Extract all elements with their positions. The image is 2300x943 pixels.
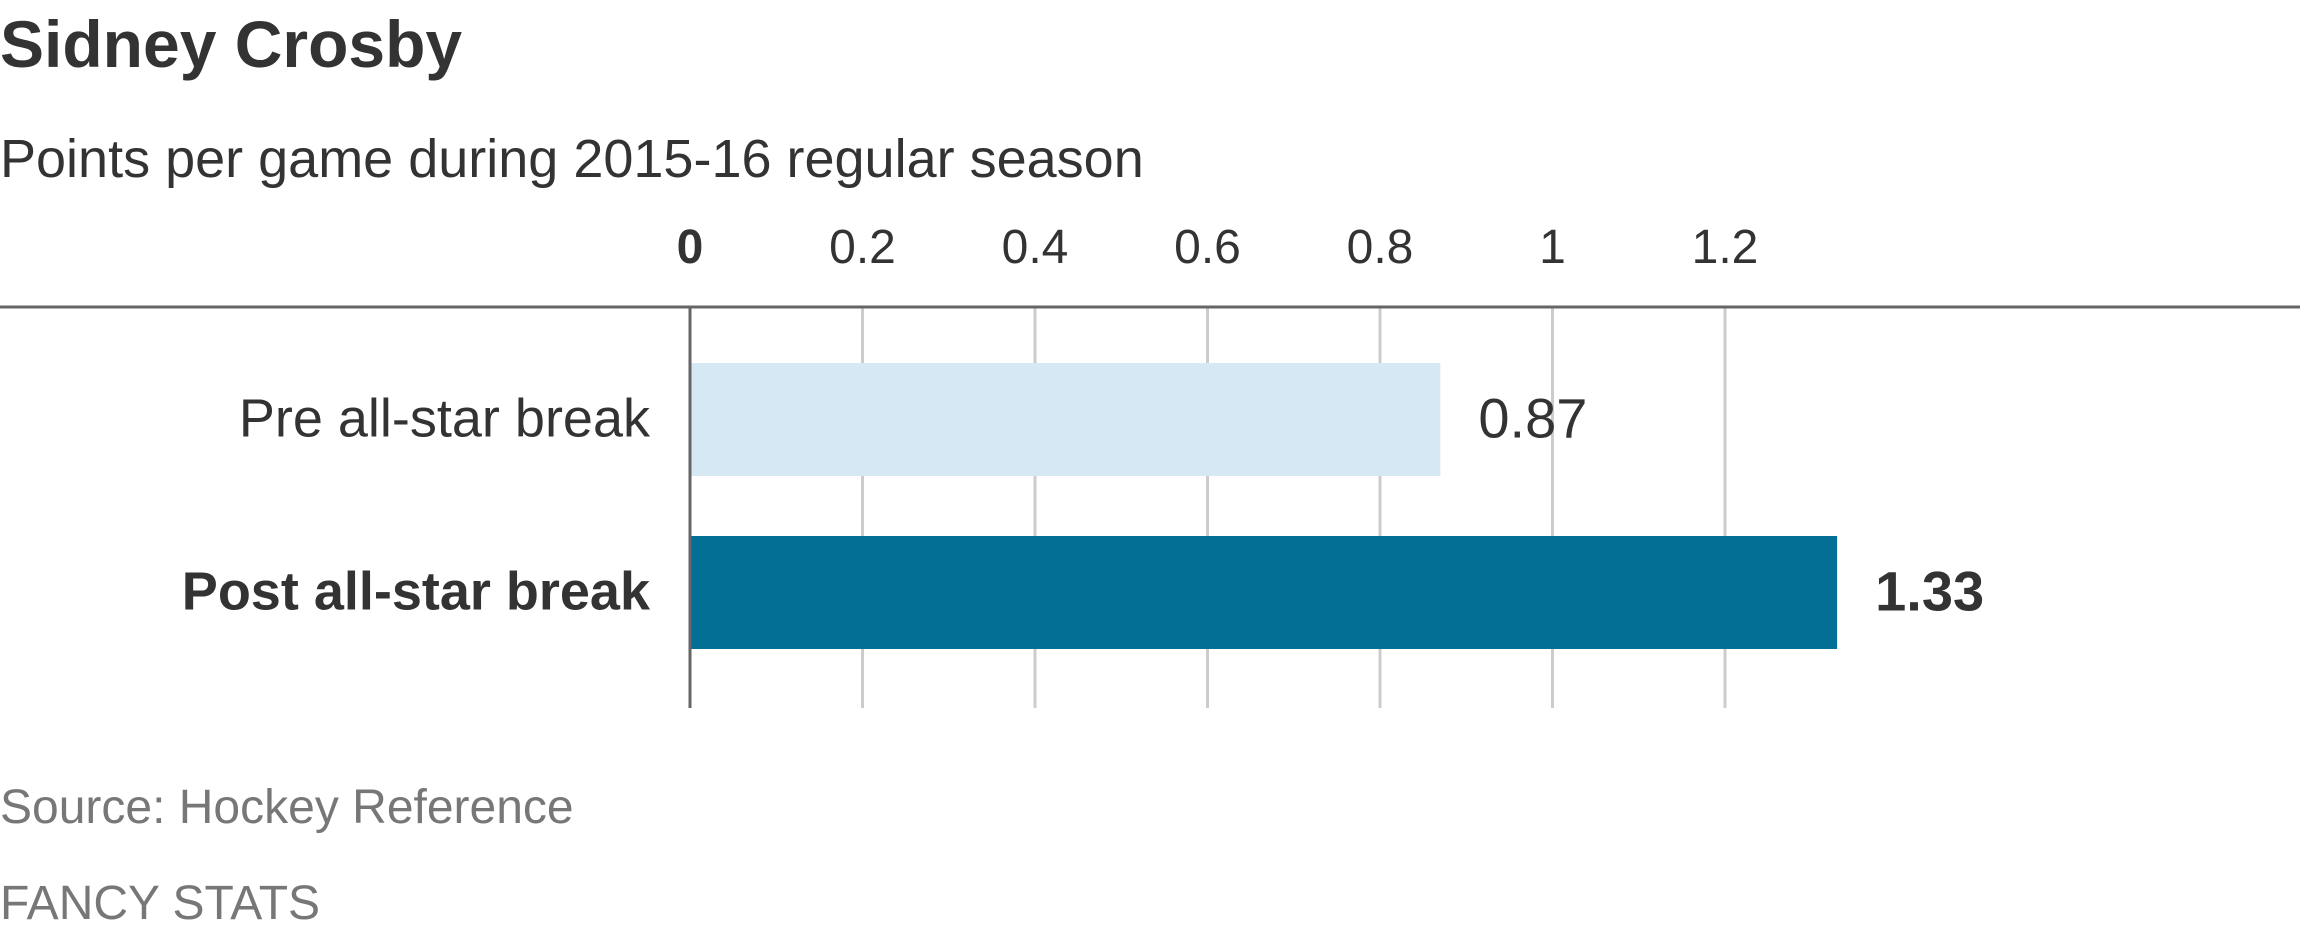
bar: [690, 363, 1441, 476]
chart-subtitle: Points per game during 2015-16 regular s…: [0, 129, 1144, 189]
category-label: Pre all-star break: [239, 389, 651, 449]
bar-chart: 0 0.2 0.4 0.6 0.8 1 1.2 Pre all-star break 0.87 P…: [0, 221, 2300, 708]
chart-title: Sidney Crosby: [0, 7, 463, 81]
bar: [690, 536, 1838, 649]
tick-label: 1: [1539, 221, 1566, 274]
tick-label: 0.6: [1174, 221, 1241, 274]
value-label: 1.33: [1875, 560, 1984, 623]
tick-label: 0: [677, 221, 704, 274]
source-note: Source: Hockey Reference: [0, 781, 574, 834]
tick-label: 1.2: [1692, 221, 1759, 274]
tick-label: 0.4: [1002, 221, 1069, 274]
tick-label: 0.2: [829, 221, 896, 274]
category-label: Post all-star break: [182, 562, 651, 622]
series-kicker: FANCY STATS: [0, 877, 321, 930]
tick-label: 0.8: [1347, 221, 1414, 274]
value-label: 0.87: [1478, 387, 1587, 450]
